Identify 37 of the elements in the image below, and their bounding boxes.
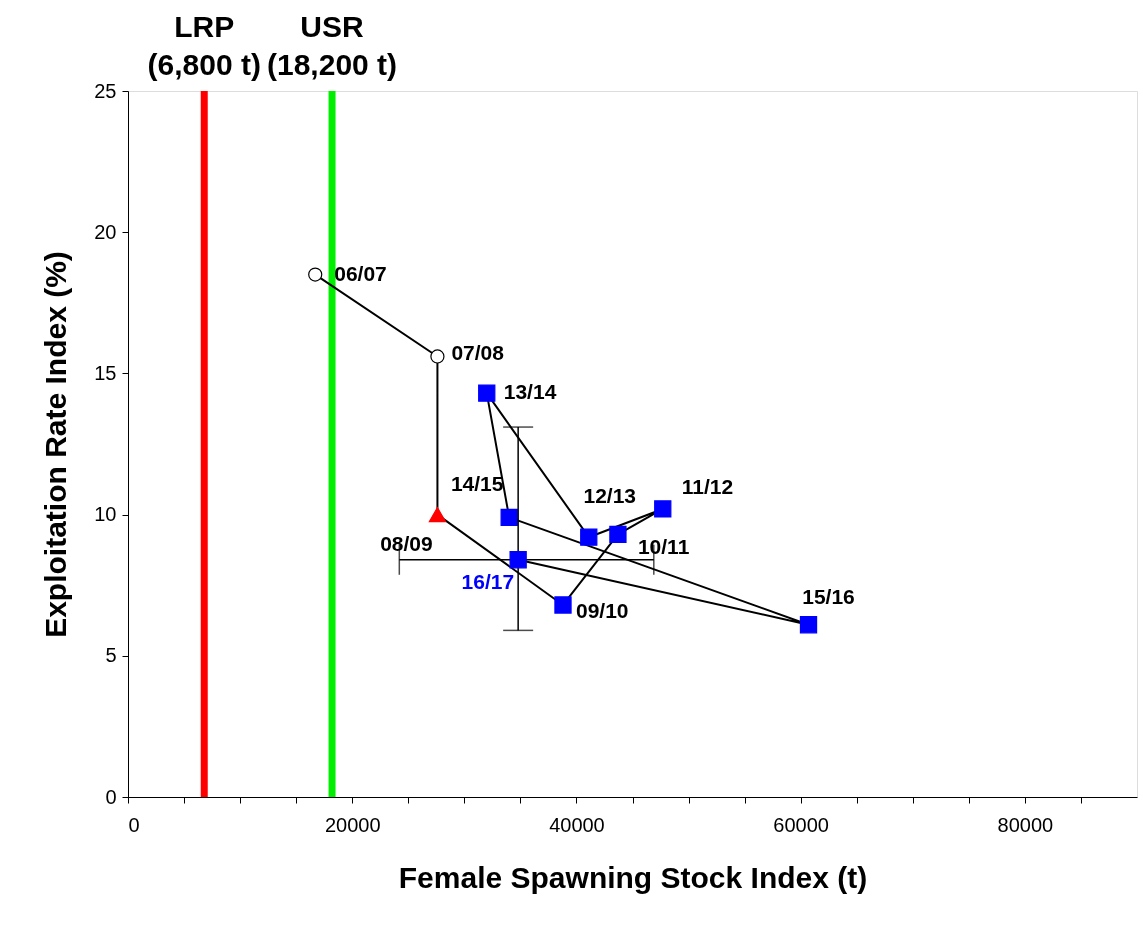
ref-line-label: USR (18,200 t) xyxy=(267,10,398,81)
point xyxy=(428,507,447,523)
x-axis-title: Female Spawning Stock Index (t) xyxy=(398,860,868,894)
point xyxy=(308,267,323,282)
point xyxy=(580,528,598,546)
point xyxy=(500,508,518,527)
annotation: 06/07 xyxy=(334,261,387,285)
x-tick-label: 60000 xyxy=(773,813,829,836)
annotation: 13/14 xyxy=(503,380,557,404)
x-tick-label: 0 xyxy=(128,813,140,836)
y-tick-label: 10 xyxy=(94,503,117,526)
point xyxy=(654,500,672,518)
annotation: 11/12 xyxy=(681,474,734,498)
annotation: 09/10 xyxy=(575,598,629,622)
annotation: 08/09 xyxy=(380,531,433,555)
annotation: 15/16 xyxy=(802,584,855,608)
y-axis-title: Exploitation Rate Index (%) xyxy=(39,251,73,638)
point xyxy=(509,551,527,569)
ref-line-label: LRP (6,800 t) xyxy=(147,10,261,81)
series-label: 16/17 xyxy=(461,569,515,593)
point xyxy=(799,616,818,634)
y-tick-label: 5 xyxy=(105,644,117,667)
x-tick-label: 40000 xyxy=(549,813,605,836)
annotation: 07/08 xyxy=(451,341,505,365)
y-tick-label: 20 xyxy=(94,220,117,243)
annotation: 14/15 xyxy=(450,472,504,496)
x-tick-label: 80000 xyxy=(997,813,1054,836)
annotation: 10/11 xyxy=(637,535,690,559)
y-tick-label: 15 xyxy=(94,361,117,384)
annotation: 12/13 xyxy=(583,484,637,508)
point xyxy=(609,525,627,544)
y-tick-label: 25 xyxy=(94,79,117,102)
point xyxy=(430,349,445,364)
y-tick-label: 0 xyxy=(105,785,117,808)
point xyxy=(478,384,496,402)
point xyxy=(554,596,572,614)
x-tick-label: 20000 xyxy=(324,813,381,836)
